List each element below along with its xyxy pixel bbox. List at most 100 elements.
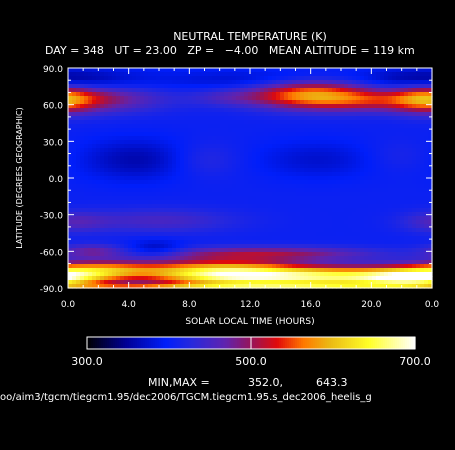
field-cell — [352, 160, 357, 165]
field-cell — [212, 276, 217, 281]
field-cell — [180, 148, 185, 153]
field-cell — [84, 92, 89, 97]
field-cell — [188, 132, 193, 137]
field-cell — [100, 68, 105, 73]
field-cell — [340, 76, 345, 81]
field-cell — [244, 96, 249, 101]
field-cell — [164, 244, 169, 249]
field-cell — [192, 272, 197, 277]
field-cell — [148, 132, 153, 137]
field-cell — [392, 260, 397, 265]
field-cell — [296, 196, 301, 201]
field-cell — [80, 116, 85, 121]
field-cell — [392, 124, 397, 129]
field-cell — [416, 140, 421, 145]
field-cell — [268, 92, 273, 97]
field-cell — [208, 144, 213, 149]
field-cell — [384, 140, 389, 145]
field-cell — [356, 204, 361, 209]
field-cell — [420, 132, 425, 137]
field-cell — [384, 248, 389, 253]
field-cell — [164, 80, 169, 85]
field-cell — [212, 88, 217, 93]
field-cell — [136, 112, 141, 117]
field-cell — [184, 80, 189, 85]
field-cell — [280, 148, 285, 153]
field-cell — [164, 280, 169, 285]
field-cell — [96, 168, 101, 173]
field-cell — [112, 268, 117, 273]
field-cell — [376, 244, 381, 249]
field-cell — [360, 148, 365, 153]
field-cell — [72, 260, 77, 265]
field-cell — [152, 204, 157, 209]
field-cell — [168, 132, 173, 137]
field-cell — [280, 140, 285, 145]
field-cell — [408, 252, 413, 257]
field-cell — [360, 204, 365, 209]
field-cell — [212, 232, 217, 237]
field-cell — [372, 168, 377, 173]
field-cell — [260, 148, 265, 153]
field-cell — [416, 212, 421, 217]
field-cell — [376, 248, 381, 253]
field-cell — [112, 76, 117, 81]
field-cell — [252, 104, 257, 109]
field-cell — [108, 248, 113, 253]
field-cell — [420, 248, 425, 253]
field-cell — [316, 164, 321, 169]
field-cell — [416, 76, 421, 81]
field-cell — [392, 84, 397, 89]
field-cell — [108, 172, 113, 177]
field-cell — [92, 260, 97, 265]
field-cell — [100, 220, 105, 225]
field-cell — [368, 152, 373, 157]
field-cell — [256, 80, 261, 85]
field-cell — [304, 228, 309, 233]
field-cell — [372, 80, 377, 85]
field-cell — [160, 272, 165, 277]
field-cell — [404, 220, 409, 225]
field-cell — [384, 128, 389, 133]
field-cell — [208, 208, 213, 213]
field-cell — [404, 212, 409, 217]
field-cell — [280, 236, 285, 241]
field-cell — [324, 252, 329, 257]
field-cell — [340, 252, 345, 257]
field-cell — [84, 236, 89, 241]
field-cell — [388, 180, 393, 185]
field-cell — [404, 76, 409, 81]
field-cell — [84, 196, 89, 201]
field-cell — [396, 104, 401, 109]
field-cell — [96, 260, 101, 265]
field-cell — [400, 252, 405, 257]
field-cell — [300, 228, 305, 233]
field-cell — [268, 284, 273, 289]
field-cell — [196, 184, 201, 189]
field-cell — [388, 256, 393, 261]
field-cell — [340, 268, 345, 273]
field-cell — [256, 144, 261, 149]
field-cell — [176, 248, 181, 253]
field-cell — [408, 224, 413, 229]
field-cell — [76, 100, 81, 105]
field-cell — [116, 232, 121, 237]
field-cell — [192, 196, 197, 201]
field-cell — [348, 176, 353, 181]
field-cell — [164, 140, 169, 145]
field-cell — [144, 176, 149, 181]
field-cell — [320, 272, 325, 277]
field-cell — [400, 108, 405, 113]
field-cell — [100, 156, 105, 161]
field-cell — [248, 208, 253, 213]
field-cell — [144, 124, 149, 129]
field-cell — [392, 244, 397, 249]
field-cell — [208, 72, 213, 77]
field-cell — [272, 80, 277, 85]
field-cell — [396, 128, 401, 133]
field-cell — [428, 80, 433, 85]
field-cell — [80, 100, 85, 105]
field-cell — [176, 188, 181, 193]
field-cell — [392, 176, 397, 181]
field-cell — [88, 148, 93, 153]
